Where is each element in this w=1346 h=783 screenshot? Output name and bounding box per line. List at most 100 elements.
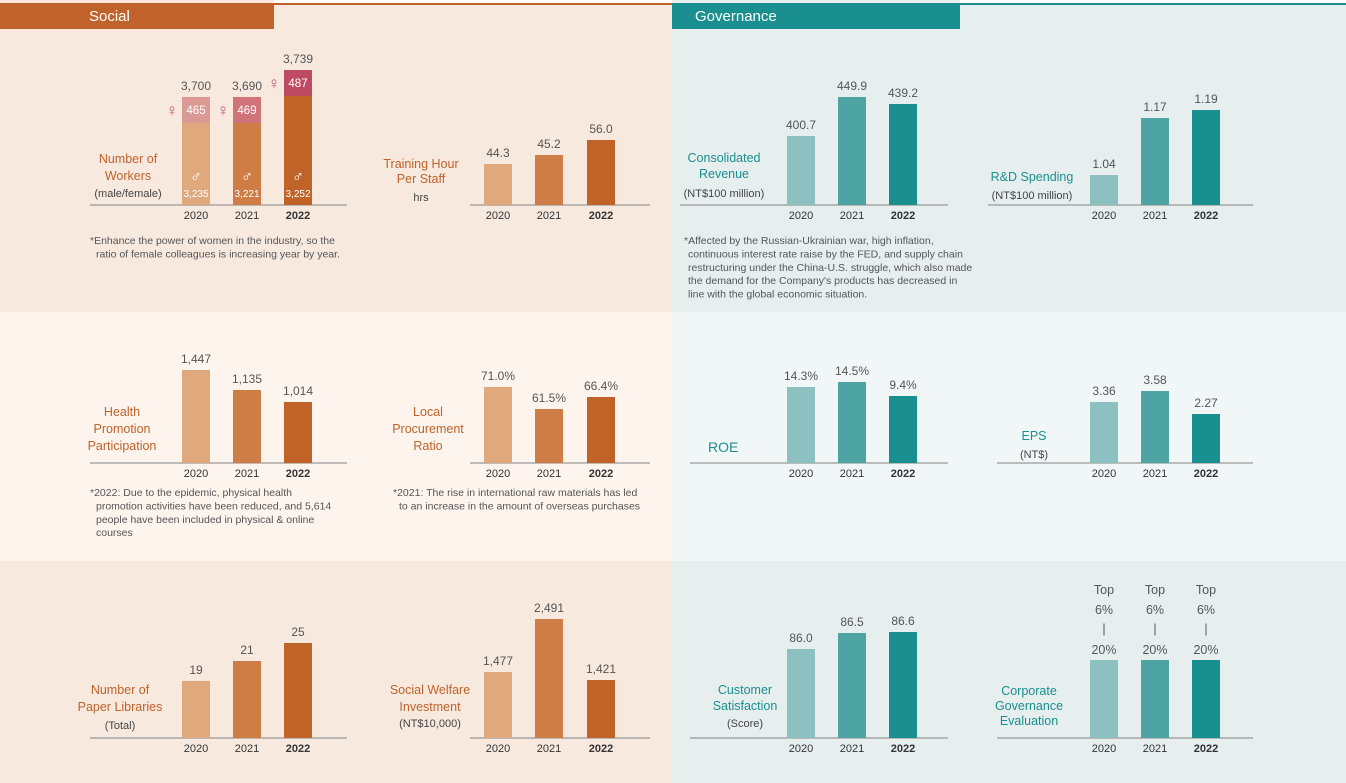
social-top-strip [274,0,672,4]
gov-row2-bg [672,312,1346,561]
governance_eval-tick-2021: 2021 [1143,743,1167,755]
workers-female-value-2021: 469 [237,105,256,117]
gov-row3-bg [672,561,1346,783]
male-icon: ♂ [292,169,304,186]
training-bar-2020 [484,164,512,205]
libraries-tick-2021: 2021 [235,743,259,755]
satisfaction-label-line: Satisfaction [713,699,778,713]
rd-bar-2022 [1192,110,1220,205]
training-label-line: Training Hour [383,157,458,171]
workers-female-value-2022: 487 [288,78,307,90]
health-value-2020: 1,447 [181,352,211,366]
workers-female-segment-2021 [233,97,261,123]
satisfaction-tick-2020: 2020 [789,743,813,755]
workers-note-line: *Enhance the power of women in the indus… [90,235,335,247]
female-icon: ♀ [166,101,179,120]
governance-eval-rank-2020: 6% [1095,603,1113,617]
governance-eval-rank-2022: | [1204,622,1207,636]
gov-header-title: Governance [695,8,777,25]
revenue-label-line: Revenue [699,167,749,181]
workers-value-2021: 3,690 [232,79,262,93]
libraries-value-2021: 21 [240,643,254,657]
rd-tick-2020: 2020 [1092,210,1116,222]
health-bar-2021 [233,390,261,463]
eps-value-2021: 3.58 [1143,373,1167,387]
local-value-2020: 71.0% [481,369,515,383]
satisfaction-tick-2021: 2021 [840,743,864,755]
health-tick-2022: 2022 [286,468,310,480]
welfare-label-line: Social Welfare [390,683,470,697]
female-icon: ♀ [268,74,281,93]
governance-eval-rank-2022: 6% [1197,603,1215,617]
health-label-line: Promotion [94,422,151,436]
social-header-title: Social [89,8,130,25]
male-icon: ♂ [241,169,253,186]
eps-bar-2021 [1141,391,1169,463]
roe-value-2021: 14.5% [835,364,869,378]
revenue-bar-2020 [787,136,815,205]
health-note-line: people have been included in physical & … [96,514,314,526]
libraries-label-line: Number of [91,683,150,697]
libraries-label-line: Paper Libraries [78,700,163,714]
welfare-bar-2020 [484,672,512,738]
revenue-bar-2021 [838,97,866,205]
satisfaction-value-2021: 86.5 [840,615,864,629]
libraries-value-2022: 25 [291,625,305,639]
workers-female-segment-2022 [284,70,312,96]
health-bar-2020 [182,370,210,463]
eps-label-line: EPS [1021,429,1046,443]
workers-sub-label: (male/female) [94,188,161,200]
rd-label-line: R&D Spending [991,170,1074,184]
workers-male-value-2022: 3,252 [285,189,310,200]
local-tick-2022: 2022 [589,468,613,480]
local-label-line: Procurement [392,422,464,436]
roe-bar-2020 [787,387,815,463]
eps-value-2022: 2.27 [1194,396,1218,410]
workers-value-2020: 3,700 [181,79,211,93]
training-value-2021: 45.2 [537,137,561,151]
welfare-label-line: Investment [399,700,461,714]
satisfaction-value-2020: 86.0 [789,631,813,645]
governance_eval-label-line: Governance [995,699,1063,713]
revenue-tick-2020: 2020 [789,210,813,222]
health-tick-2021: 2021 [235,468,259,480]
workers-tick-2021: 2021 [235,210,259,222]
welfare-tick-2021: 2021 [537,743,561,755]
governance-eval-rank-2022: 20% [1193,643,1218,657]
eps-tick-2020: 2020 [1092,468,1116,480]
eps-bar-2022 [1192,414,1220,463]
health-note-line: promotion activities have been reduced, … [96,500,331,512]
training-sub-label: hrs [413,192,429,204]
governance-eval-rank-2020: Top [1094,583,1114,597]
local-bar-2022 [587,397,615,463]
training-tick-2022: 2022 [589,210,613,222]
workers-note-line: ratio of female colleagues is increasing… [96,248,340,260]
governance_eval-label-line: Evaluation [1000,714,1058,728]
satisfaction-label-line: Customer [718,683,772,697]
governance_eval-tick-2020: 2020 [1092,743,1116,755]
welfare-value-2022: 1,421 [586,662,616,676]
roe-tick-2020: 2020 [789,468,813,480]
roe-value-2020: 14.3% [784,369,818,383]
workers-label-line: Number of [99,152,158,166]
satisfaction-bar-2021 [838,633,866,738]
welfare-bar-2021 [535,619,563,738]
rd-value-2021: 1.17 [1143,100,1167,114]
workers-female-segment-2020 [182,97,210,123]
governance-eval-rank-2021: 20% [1142,643,1167,657]
governance-eval-rank-2021: 6% [1146,603,1164,617]
roe-bar-2022 [889,396,917,463]
health-label-line: Participation [88,439,157,453]
roe-label-line: ROE [708,439,738,455]
satisfaction-bar-2022 [889,632,917,738]
health-tick-2020: 2020 [184,468,208,480]
governance_eval-bar-2021 [1141,660,1169,738]
governance_eval-bar-2022 [1192,660,1220,738]
satisfaction-bar-2020 [787,649,815,738]
female-icon: ♀ [217,101,230,120]
libraries-bar-2021 [233,661,261,738]
governance-eval-rank-2021: Top [1145,583,1165,597]
roe-value-2022: 9.4% [889,378,917,392]
